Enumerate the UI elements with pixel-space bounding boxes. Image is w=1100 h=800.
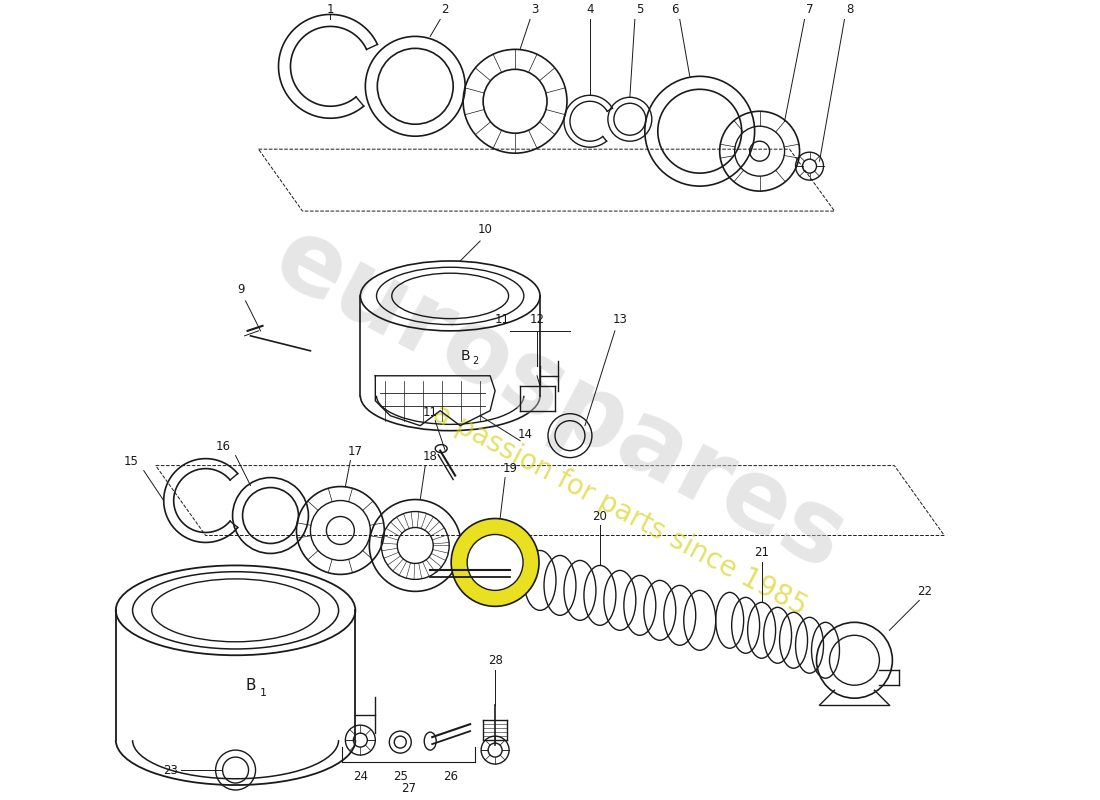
Text: 4: 4: [586, 3, 594, 17]
Ellipse shape: [451, 518, 539, 606]
Text: 14: 14: [517, 428, 532, 441]
Text: 9: 9: [236, 283, 244, 296]
Text: 26: 26: [442, 770, 458, 783]
Text: 2: 2: [441, 3, 449, 17]
Text: 12: 12: [529, 313, 544, 326]
Text: 18: 18: [422, 450, 438, 462]
Text: 11: 11: [495, 313, 510, 326]
Text: 1: 1: [327, 3, 334, 17]
Text: eurospares: eurospares: [258, 210, 861, 592]
Text: 6: 6: [671, 3, 679, 17]
Text: 2: 2: [472, 356, 478, 366]
Text: 13: 13: [613, 313, 627, 326]
Text: 28: 28: [487, 654, 503, 667]
Text: 11: 11: [422, 406, 438, 418]
Text: 21: 21: [755, 546, 769, 559]
Text: 17: 17: [348, 445, 363, 458]
Text: 23: 23: [163, 763, 178, 777]
Text: 20: 20: [593, 510, 607, 522]
Text: 15: 15: [124, 454, 139, 468]
Text: B: B: [245, 678, 256, 693]
Text: 5: 5: [636, 3, 644, 17]
Text: 10: 10: [477, 223, 493, 236]
Ellipse shape: [468, 534, 522, 590]
Text: 22: 22: [916, 586, 932, 598]
Text: 27: 27: [400, 782, 416, 795]
Text: 3: 3: [531, 3, 539, 17]
Text: 16: 16: [216, 440, 231, 453]
Text: B: B: [460, 349, 470, 363]
Text: 24: 24: [353, 770, 367, 783]
Text: a passion for parts since 1985: a passion for parts since 1985: [428, 400, 812, 622]
Text: 1: 1: [260, 688, 267, 698]
Text: 19: 19: [503, 462, 518, 474]
Text: 8: 8: [846, 3, 854, 17]
Text: 25: 25: [393, 770, 408, 783]
Text: 7: 7: [806, 3, 813, 17]
